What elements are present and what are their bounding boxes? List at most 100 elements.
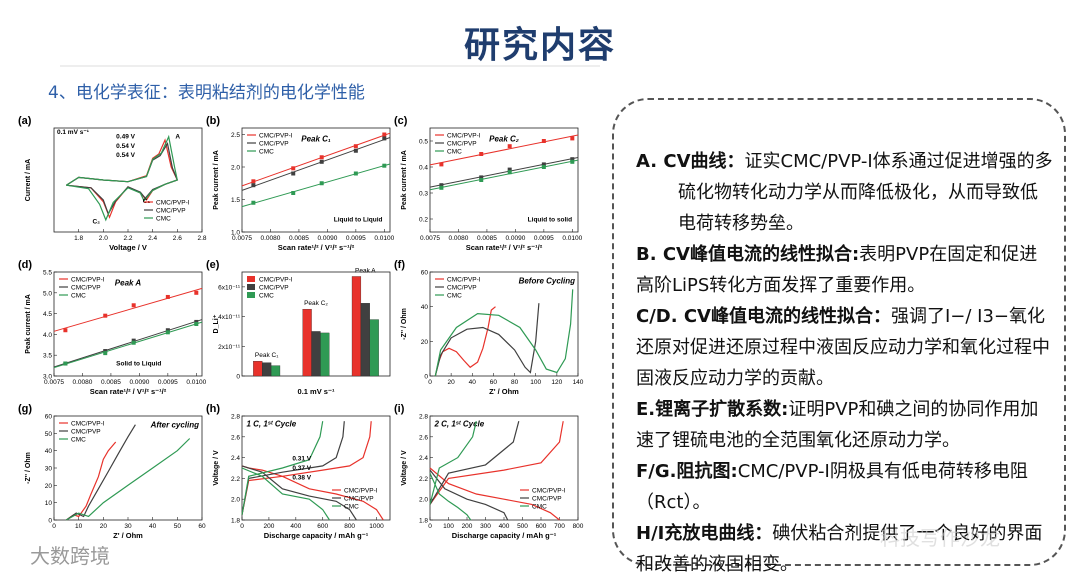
- legend-label: CMC/PVP: [447, 140, 477, 147]
- y-tick-label: 2.6: [419, 434, 428, 441]
- x-tick-label: 600: [317, 523, 328, 530]
- legend-label: CMC: [71, 436, 86, 443]
- x-axis-label: Scan rate¹/² / V¹/² s⁻¹/²: [466, 243, 543, 252]
- legend-label: CMC/PVP: [71, 284, 101, 291]
- panel: (d) 0.0075 0.0080 0.0085 0.0090 0.0095 0.0100 3…: [18, 259, 207, 396]
- note-text: 表明PVP在固定和促进高阶LiPS转化方面发挥了重要作用。: [636, 244, 1038, 296]
- point: [439, 183, 444, 188]
- y-tick-label: 0.3: [419, 191, 428, 198]
- panel-label: (i): [394, 403, 405, 415]
- x-axis-label: Scan rate¹/² / V¹/² s⁻¹/²: [278, 243, 355, 252]
- point: [570, 159, 575, 164]
- x-tick-label: 50: [174, 523, 182, 530]
- panel-title: 2 C, 1ˢᵗ Cycle: [433, 419, 484, 428]
- annotation: 0.49 V: [116, 133, 135, 140]
- point: [382, 163, 387, 168]
- x-tick-label: 140: [573, 379, 584, 386]
- panel: (i) 0 100 200 300 400 500 600 700 800 1.8 2.0 2.2 2.4…: [394, 403, 584, 540]
- y-tick-label: 2.8: [231, 414, 240, 421]
- note-text: 证实CMC/PVP-I体系通过促进增强的多硫化物转化动力学从而降低极化，从而导致…: [678, 151, 1053, 234]
- y-tick-label: 2.0: [419, 497, 428, 504]
- x-tick-label: 60: [198, 523, 206, 530]
- legend-label: CMC: [156, 215, 171, 222]
- bar: [253, 360, 263, 377]
- annotation: 0.54 V: [116, 152, 135, 159]
- annotation: 0.54 V: [116, 143, 135, 150]
- legend-label: CMC: [259, 292, 274, 299]
- note-item: F/G.阻抗图:CMC/PVP-I阴极具有低电荷转移电阻（Rct）。: [636, 456, 1054, 518]
- panel-title: Before Cycling: [519, 276, 576, 285]
- point: [479, 152, 484, 156]
- annotation: 0.1 mV s⁻¹: [57, 129, 89, 136]
- y-tick-label: 3.5: [43, 353, 52, 360]
- subtitle: 4、电化学表征：表明粘结剂的电化学性能: [48, 83, 365, 103]
- y-tick-label: 10: [45, 500, 53, 507]
- panel-label: (g): [18, 403, 32, 415]
- x-tick-label: 0.0080: [261, 235, 281, 242]
- plot-frame: [429, 271, 579, 377]
- annotation: 0.38 V: [292, 474, 311, 481]
- series-line: [65, 134, 178, 222]
- legend-label: CMC/PVP-I: [156, 199, 190, 206]
- panel: (b) 0.0075 0.0080 0.0085 0.0090 0.0095 0.0100 1…: [206, 115, 395, 252]
- point: [251, 200, 256, 205]
- annotation: Liquid to Liquid: [334, 217, 383, 224]
- x-tick-label: 200: [263, 523, 274, 530]
- y-tick-label: 2.0: [231, 497, 240, 504]
- note-item: A. CV曲线：证实CMC/PVP-I体系通过促进增强的多硫化物转化动力学从而降…: [636, 146, 1054, 239]
- point: [131, 340, 136, 345]
- series-line: [434, 306, 496, 377]
- point: [439, 185, 444, 190]
- panel-title: 1 C, 1ˢᵗ Cycle: [246, 419, 296, 428]
- y-tick-label: 5.0: [43, 290, 52, 297]
- x-tick-label: 2.0: [99, 235, 108, 242]
- y-tick-label: 50: [45, 431, 53, 438]
- bar: [311, 331, 321, 377]
- note-item: H/I充放电曲线：碘伏粘合剂提供了一个良好的界面和改善的液固相变。: [636, 518, 1054, 580]
- point: [319, 155, 324, 160]
- y-tick-label: 40: [45, 448, 53, 455]
- point: [319, 159, 324, 164]
- point: [507, 170, 512, 175]
- annotation: Liquid to solid: [528, 217, 572, 224]
- annotation: 0.31 V: [292, 456, 311, 463]
- legend-label: CMC/PVP-I: [344, 487, 378, 494]
- x-tick-label: 0: [428, 379, 432, 386]
- panel: (g) 0 10 20 30 40 50 60 0 10 20 30 40 50 60 Z' / Ohm -Z'…: [18, 403, 206, 540]
- panel: (h) 0 200 400 600 800 1000 1.8 2.0 2.2 2.4 2.6 2.8 Di…: [206, 403, 391, 540]
- watermark: 大数跨境: [30, 544, 110, 568]
- x-tick-label: 0.0080: [73, 379, 93, 386]
- y-tick-label: 3.0: [43, 374, 52, 381]
- legend-swatch: [247, 284, 255, 290]
- note-text: CMC/PVP-I阴极具有低电荷转移电阻（Rct）。: [636, 461, 1028, 513]
- legend-swatch: [247, 276, 255, 282]
- y-tick-label: 0.2: [419, 217, 428, 224]
- y-axis-label: Voltage / V: [213, 450, 220, 486]
- panel: (c) 0.0075 0.0080 0.0085 0.0090 0.0095 0.0100 0…: [394, 115, 583, 252]
- x-axis-label: 0.1 mV s⁻¹: [298, 387, 335, 396]
- annotation: Solid to Liquid: [116, 361, 161, 368]
- legend-label: CMC/PVP-I: [447, 132, 481, 139]
- series-line: [241, 421, 384, 521]
- x-tick-label: 20: [100, 523, 108, 530]
- series-line: [429, 421, 564, 521]
- legend-label: CMC/PVP: [259, 284, 289, 291]
- point: [353, 148, 358, 153]
- x-tick-label: 1.8: [74, 235, 83, 242]
- x-axis-label: Z' / Ohm: [113, 531, 143, 540]
- point: [103, 313, 108, 318]
- legend-label: CMC/PVP-I: [71, 420, 105, 427]
- y-axis-label: -Z'' / Ohm: [25, 452, 32, 484]
- y-tick-label: 20: [421, 339, 429, 346]
- legend-label: CMC: [71, 292, 86, 299]
- y-tick-label: 0.4: [419, 165, 428, 172]
- x-tick-label: 0: [428, 523, 432, 530]
- x-tick-label: 0.0100: [186, 379, 206, 386]
- y-axis-label: -Z'' / Ohm: [401, 308, 408, 340]
- bar: [320, 332, 330, 377]
- point: [63, 328, 68, 333]
- x-tick-label: 0.0085: [101, 379, 121, 386]
- point: [103, 349, 108, 354]
- y-tick-label: 2.8: [419, 414, 428, 421]
